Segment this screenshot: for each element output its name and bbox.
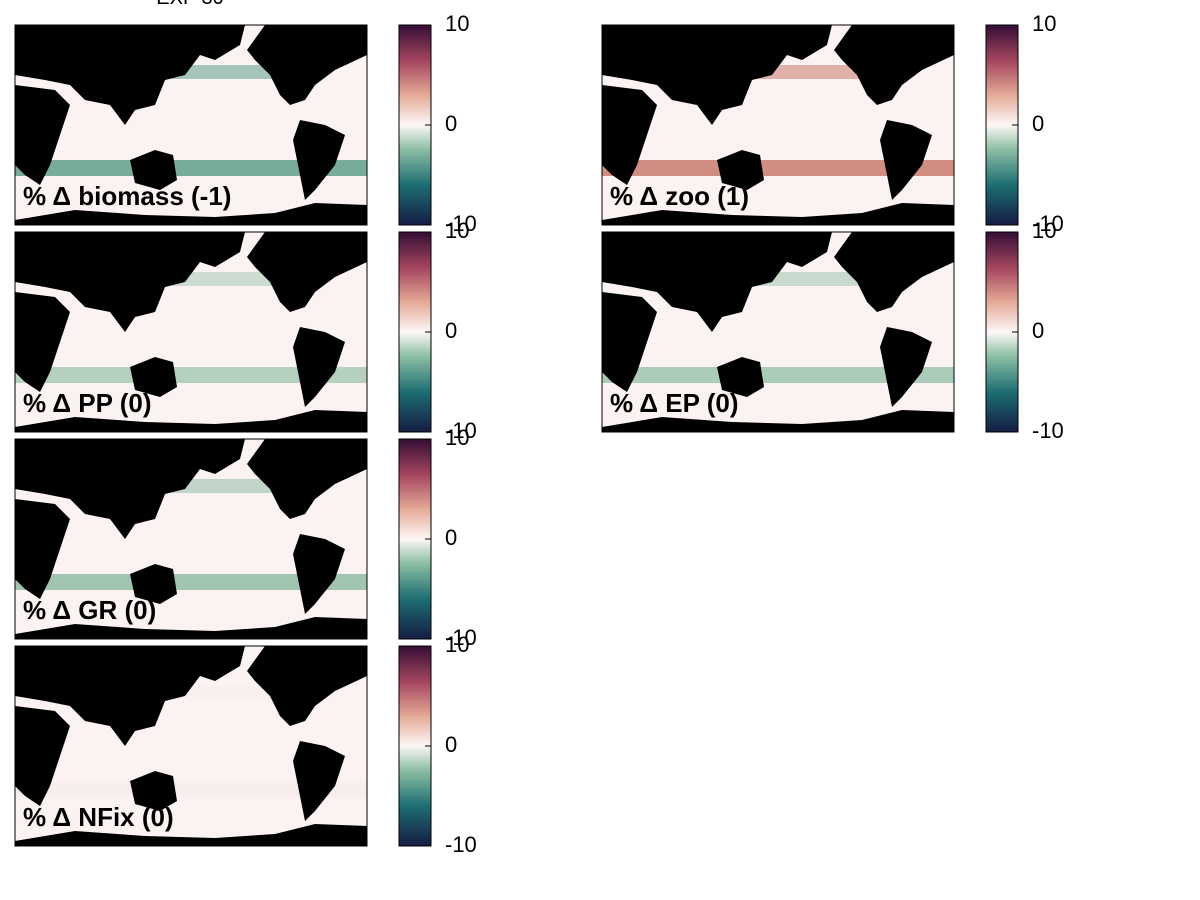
colorbar-tick-label: -10 bbox=[1032, 418, 1064, 443]
colorbar-tick-label: 0 bbox=[445, 318, 457, 343]
map-panel: % Δ NFix (0) bbox=[14, 645, 368, 847]
figure-title: EXP 30 bbox=[156, 0, 223, 9]
panel-label: % Δ biomass (-1) bbox=[23, 181, 231, 211]
colorbar-tick-label: 0 bbox=[445, 525, 457, 550]
map-panel: % Δ zoo (1) bbox=[601, 24, 955, 226]
colorbar-tick-label: 10 bbox=[445, 11, 469, 36]
colorbar-tick-label: 0 bbox=[1032, 111, 1044, 136]
north-pacific-band bbox=[165, 272, 275, 286]
map-frame bbox=[601, 231, 955, 433]
panel-label: % Δ zoo (1) bbox=[610, 181, 749, 211]
map-panel: % Δ PP (0) bbox=[14, 231, 368, 433]
colorbar-tick-label: 0 bbox=[445, 732, 457, 757]
map-panel: % Δ EP (0) bbox=[601, 231, 955, 433]
map-frame bbox=[14, 645, 368, 847]
north-pacific-band bbox=[752, 272, 862, 286]
colorbar-tick-label: 0 bbox=[445, 111, 457, 136]
southern-band bbox=[602, 160, 954, 176]
southern-band bbox=[15, 781, 367, 797]
colorbar-tick-label: 10 bbox=[445, 218, 469, 243]
north-pacific-band bbox=[752, 65, 862, 79]
colorbar-tick-label: 0 bbox=[1032, 318, 1044, 343]
panel-label: % Δ NFix (0) bbox=[23, 802, 174, 832]
panel-label: % Δ PP (0) bbox=[23, 388, 152, 418]
north-pacific-band bbox=[165, 65, 275, 79]
panel-label: % Δ GR (0) bbox=[23, 595, 156, 625]
southern-band bbox=[15, 160, 367, 176]
north-pacific-band bbox=[165, 686, 275, 700]
north-pacific-band bbox=[165, 479, 275, 493]
colorbar-tick-label: -10 bbox=[445, 832, 477, 857]
colorbar-tick-label: 10 bbox=[1032, 11, 1056, 36]
southern-band bbox=[15, 367, 367, 383]
map-frame bbox=[14, 438, 368, 640]
map-frame bbox=[14, 231, 368, 433]
map-panel: % Δ biomass (-1) bbox=[14, 24, 368, 226]
colorbar-tick-label: 10 bbox=[1032, 218, 1056, 243]
colorbar-tick-label: -10 bbox=[1032, 211, 1064, 236]
colorbar-tick-label: -10 bbox=[445, 418, 477, 443]
colorbar-tick-label: 10 bbox=[445, 425, 469, 450]
colorbar-tick-label: -10 bbox=[445, 625, 477, 650]
colorbar-tick-label: 10 bbox=[445, 632, 469, 657]
panel-label: % Δ EP (0) bbox=[610, 388, 739, 418]
southern-band bbox=[602, 367, 954, 383]
map-frame bbox=[601, 24, 955, 226]
colorbar-tick-label: -10 bbox=[445, 211, 477, 236]
map-panel: % Δ GR (0) bbox=[14, 438, 368, 640]
southern-band bbox=[15, 574, 367, 590]
map-frame bbox=[14, 24, 368, 226]
